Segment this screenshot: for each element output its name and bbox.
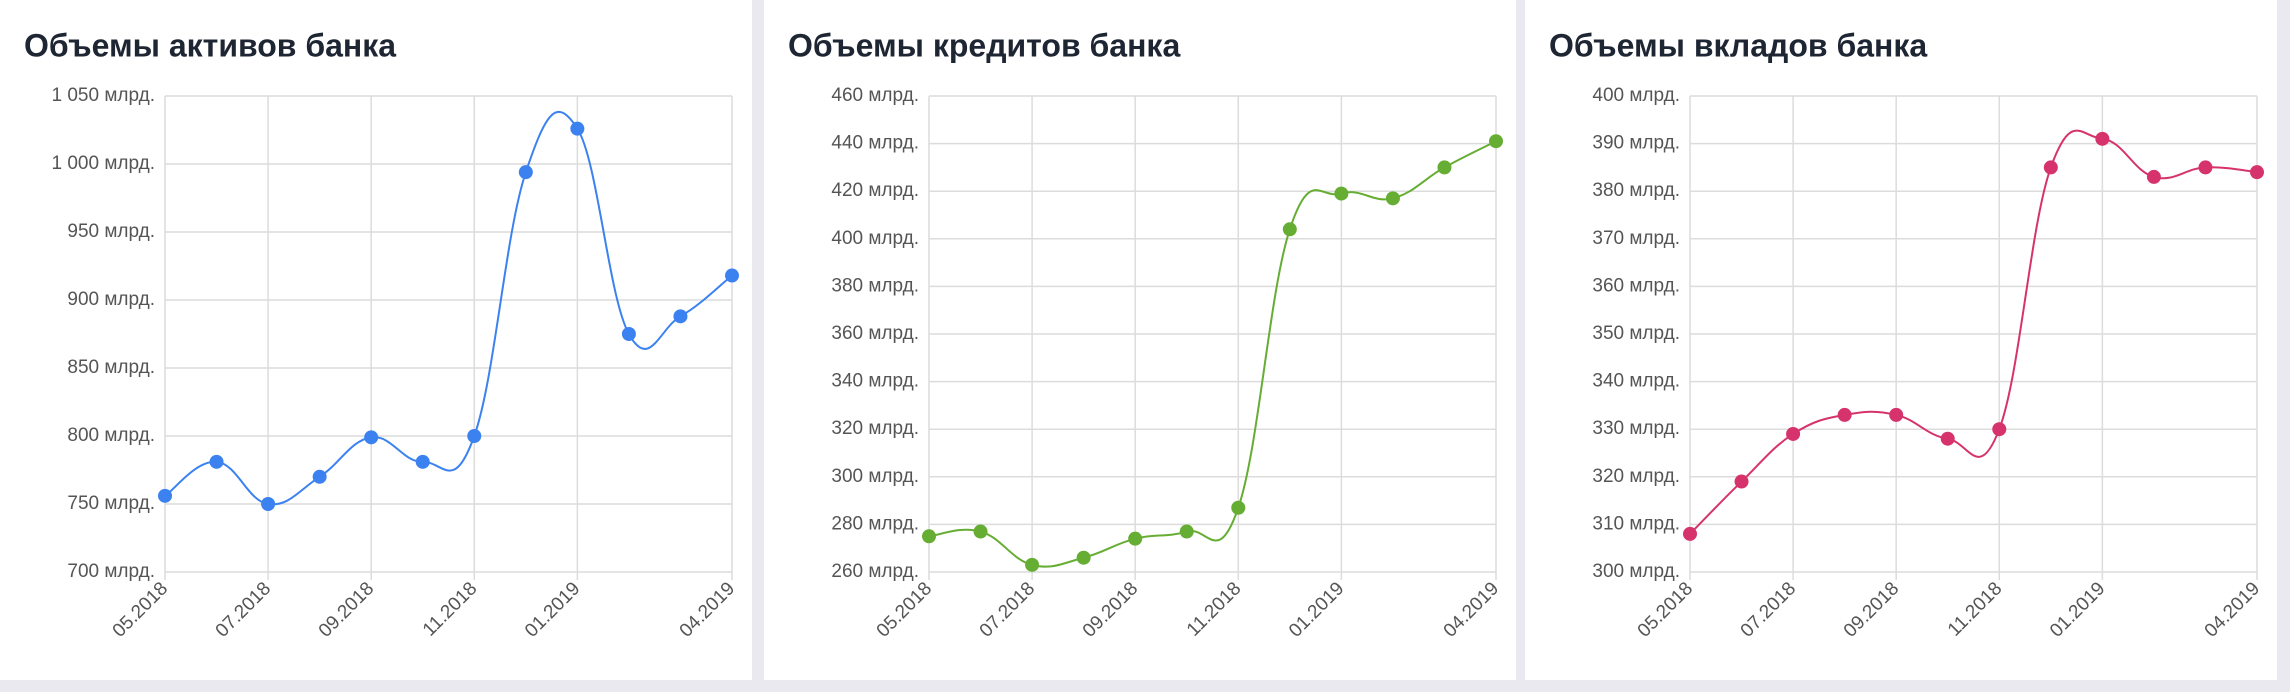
y-tick-label: 350 млрд. bbox=[1592, 323, 1680, 344]
card-background bbox=[764, 0, 1516, 680]
card-background bbox=[1525, 0, 2277, 680]
point bbox=[1437, 160, 1452, 175]
point bbox=[1940, 431, 1955, 446]
y-tick-label: 380 млрд. bbox=[1592, 180, 1680, 201]
point bbox=[570, 121, 585, 136]
point bbox=[1683, 526, 1697, 541]
y-tick-label: 1 000 млрд. bbox=[52, 153, 155, 174]
point bbox=[1734, 474, 1749, 489]
point bbox=[621, 327, 636, 341]
y-tick-label: 360 млрд. bbox=[831, 323, 919, 344]
point bbox=[1837, 407, 1852, 422]
point bbox=[2250, 165, 2264, 180]
chart-card: Объемы кредитов банка 260 млрд. 280 млрд. 3… bbox=[764, 0, 1516, 680]
point bbox=[2095, 131, 2110, 146]
y-tick-label: 440 млрд. bbox=[831, 133, 919, 154]
point bbox=[1992, 422, 2007, 437]
y-tick-label: 750 млрд. bbox=[67, 493, 155, 514]
point bbox=[1786, 426, 1801, 441]
y-tick-label: 260 млрд. bbox=[831, 561, 919, 582]
point bbox=[312, 469, 327, 484]
y-tick-label: 400 млрд. bbox=[831, 228, 919, 249]
y-tick-label: 370 млрд. bbox=[1592, 228, 1680, 249]
chart-title: Объемы кредитов банка bbox=[788, 27, 1180, 63]
y-tick-label: 320 млрд. bbox=[1592, 466, 1680, 487]
y-tick-label: 330 млрд. bbox=[1592, 418, 1680, 439]
point bbox=[1889, 407, 1904, 422]
point bbox=[1385, 191, 1400, 206]
y-tick-label: 360 млрд. bbox=[1592, 275, 1680, 296]
y-tick-label: 340 млрд. bbox=[1592, 371, 1680, 392]
y-tick-label: 900 млрд. bbox=[67, 289, 155, 310]
point bbox=[673, 309, 688, 324]
point bbox=[1076, 550, 1091, 565]
y-tick-label: 310 млрд. bbox=[1592, 513, 1680, 534]
y-tick-label: 1 050 млрд. bbox=[52, 85, 155, 106]
point bbox=[1282, 222, 1297, 237]
point bbox=[973, 524, 988, 539]
y-tick-label: 300 млрд. bbox=[1592, 561, 1680, 582]
y-tick-label: 400 млрд. bbox=[1592, 85, 1680, 106]
y-tick-label: 280 млрд. bbox=[831, 513, 919, 534]
point bbox=[725, 268, 739, 283]
y-tick-label: 800 млрд. bbox=[67, 425, 155, 446]
point bbox=[415, 454, 430, 469]
y-tick-label: 380 млрд. bbox=[831, 275, 919, 296]
y-tick-label: 340 млрд. bbox=[831, 371, 919, 392]
point bbox=[2146, 169, 2161, 184]
point bbox=[1231, 500, 1246, 515]
point bbox=[1334, 186, 1349, 201]
y-tick-label: 850 млрд. bbox=[67, 357, 155, 378]
y-tick-label: 320 млрд. bbox=[831, 418, 919, 439]
point bbox=[158, 488, 172, 503]
point bbox=[1025, 557, 1040, 572]
point bbox=[261, 497, 276, 511]
y-tick-label: 950 млрд. bbox=[67, 221, 155, 242]
point bbox=[364, 430, 379, 445]
chart-card: Объемы активов банка 700 млрд. 750 млрд. 80… bbox=[0, 0, 752, 680]
y-tick-label: 460 млрд. bbox=[831, 85, 919, 106]
chart-card: Объемы вкладов банка 300 млрд. 310 млрд. 32… bbox=[1525, 0, 2277, 680]
point bbox=[1128, 531, 1143, 546]
chart-title: Объемы вкладов банка bbox=[1549, 27, 1927, 63]
point bbox=[2198, 160, 2213, 175]
point bbox=[518, 165, 533, 180]
y-tick-label: 420 млрд. bbox=[831, 180, 919, 201]
point bbox=[467, 429, 482, 443]
chart-title: Объемы активов банка bbox=[24, 27, 396, 63]
point bbox=[1489, 134, 1503, 149]
y-tick-label: 390 млрд. bbox=[1592, 133, 1680, 154]
point bbox=[922, 529, 936, 544]
y-tick-label: 300 млрд. bbox=[831, 466, 919, 487]
point bbox=[209, 454, 224, 469]
point bbox=[1179, 524, 1194, 539]
point bbox=[2043, 160, 2058, 175]
y-tick-label: 700 млрд. bbox=[67, 561, 155, 582]
